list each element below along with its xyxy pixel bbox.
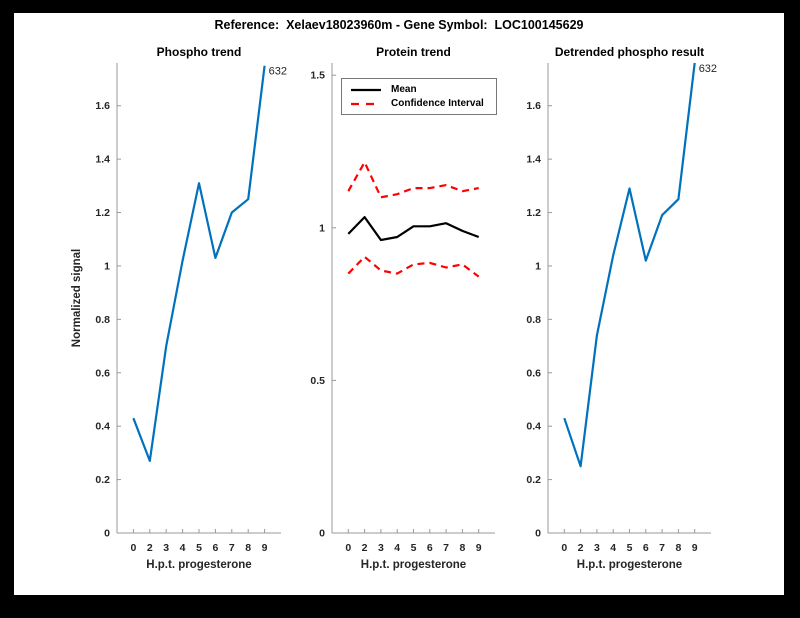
plot1-x-tick-label: 4 [180, 542, 186, 554]
plot1-y-tick-label: 1.6 [95, 100, 110, 112]
legend-item-mean: Mean [350, 84, 488, 95]
plot3-point-annotation: 632 [699, 63, 717, 75]
plot1-y-tick-label: 0.6 [95, 367, 110, 379]
plot3-y-tick-label: 0.4 [526, 421, 541, 433]
plot2-title: Protein trend [376, 45, 451, 59]
plot3-x-tick-label: 6 [643, 542, 649, 554]
plot3-title: Detrended phospho result [555, 45, 704, 59]
plot3-y-tick-label: 0 [535, 528, 541, 540]
plot2-x-tick-label: 6 [427, 542, 433, 554]
plot1-y-tick-label: 0.2 [95, 474, 110, 486]
subplots-svg: 0 2 3 4 5 6 7 8 900.20.40.60.811.21.41.6Phospho … [71, 45, 717, 571]
plot2-x-tick-label: 4 [394, 542, 400, 554]
plot1-x-tick-label: 5 [196, 542, 202, 554]
figure-title: Reference: Xelaev18023960m - Gene Symbol… [214, 18, 584, 32]
plot1-y-tick-label: 1 [104, 260, 110, 272]
plot2-x-tick-label: 0 [345, 542, 351, 554]
plot1-y-tick-label: 1.2 [95, 207, 110, 219]
plot1-y-tick-label: 1.4 [95, 154, 110, 166]
legend-ci-line-sample [351, 102, 381, 105]
plot1-y-axis-label: Normalized signal [71, 249, 83, 347]
plot2-x-tick-label: 9 [476, 542, 482, 554]
plot3-x-tick-label: 2 [578, 542, 584, 554]
figure-canvas: Reference: Xelaev18023960m - Gene Symbol… [14, 13, 784, 595]
plot3-x-tick-label: 3 [594, 542, 600, 554]
plot1-x-tick-label: 0 [130, 542, 136, 554]
plot3-series-detrended-phospho-signal [563, 62, 696, 468]
plot3-x-tick-label: 5 [627, 542, 633, 554]
plot3-x-tick-label: 0 [561, 542, 567, 554]
plot2-y-tick-label: 0.5 [310, 375, 325, 387]
plot2-y-tick-label: 1.5 [310, 70, 325, 82]
plot3-y-tick-label: 0.2 [526, 474, 541, 486]
plot2-x-tick-label: 3 [378, 542, 384, 554]
legend-item-confidence-interval: Confidence Interval [350, 98, 488, 109]
plot2-series-confidence-interval-lower [347, 255, 480, 278]
plot1-y-tick-label: 0 [104, 528, 110, 540]
plot2-x-tick-label: 8 [459, 542, 465, 554]
plot3-x-tick-label: 7 [659, 542, 665, 554]
legend-label-mean: Mean [391, 84, 417, 95]
plot2-y-tick-label: 0 [319, 528, 325, 540]
legend-label-confidence-interval: Confidence Interval [391, 98, 484, 109]
plot2-y-tick-label: 1 [319, 222, 325, 234]
plot2-x-tick-label: 2 [362, 542, 368, 554]
legend-mean-line-sample [351, 88, 381, 91]
plot1-x-tick-label: 3 [163, 542, 169, 554]
plot2-x-tick-label: 5 [411, 542, 417, 554]
plot1-x-tick-label: 6 [212, 542, 218, 554]
plot1-series-phospho-signal [132, 65, 266, 462]
plot1-x-axis-label: H.p.t. progesterone [146, 559, 251, 571]
plot2-x-axis-label: H.p.t. progesterone [361, 559, 466, 571]
plot3-y-tick-label: 0.6 [526, 367, 541, 379]
plot3-y-tick-label: 1.6 [526, 100, 541, 112]
plot3-x-tick-label: 4 [610, 542, 616, 554]
plot1-x-tick-label: 8 [245, 542, 251, 554]
plot1-title: Phospho trend [157, 45, 242, 59]
plot1-point-annotation: 632 [269, 66, 287, 78]
plot1-x-tick-label: 9 [262, 542, 268, 554]
plot3-y-tick-label: 1.4 [526, 154, 541, 166]
plot3-y-tick-label: 0.8 [526, 314, 541, 326]
plot1-y-tick-label: 0.4 [95, 421, 110, 433]
plot1-y-tick-label: 0.8 [95, 314, 110, 326]
plot2-series-confidence-interval-upper [347, 161, 479, 199]
plot2-x-tick-label: 7 [443, 542, 449, 554]
plot2-series-mean [347, 216, 480, 242]
plot3-x-axis-label: H.p.t. progesterone [577, 559, 682, 571]
plot1-x-tick-label: 7 [229, 542, 235, 554]
plot3-x-tick-label: 8 [675, 542, 681, 554]
legend-box: Mean Confidence Interval [341, 78, 497, 115]
plot1-x-tick-label: 2 [147, 542, 153, 554]
plot3-y-tick-label: 1.2 [526, 207, 541, 219]
plot3-x-tick-label: 9 [692, 542, 698, 554]
plot3-y-tick-label: 1 [535, 260, 541, 272]
